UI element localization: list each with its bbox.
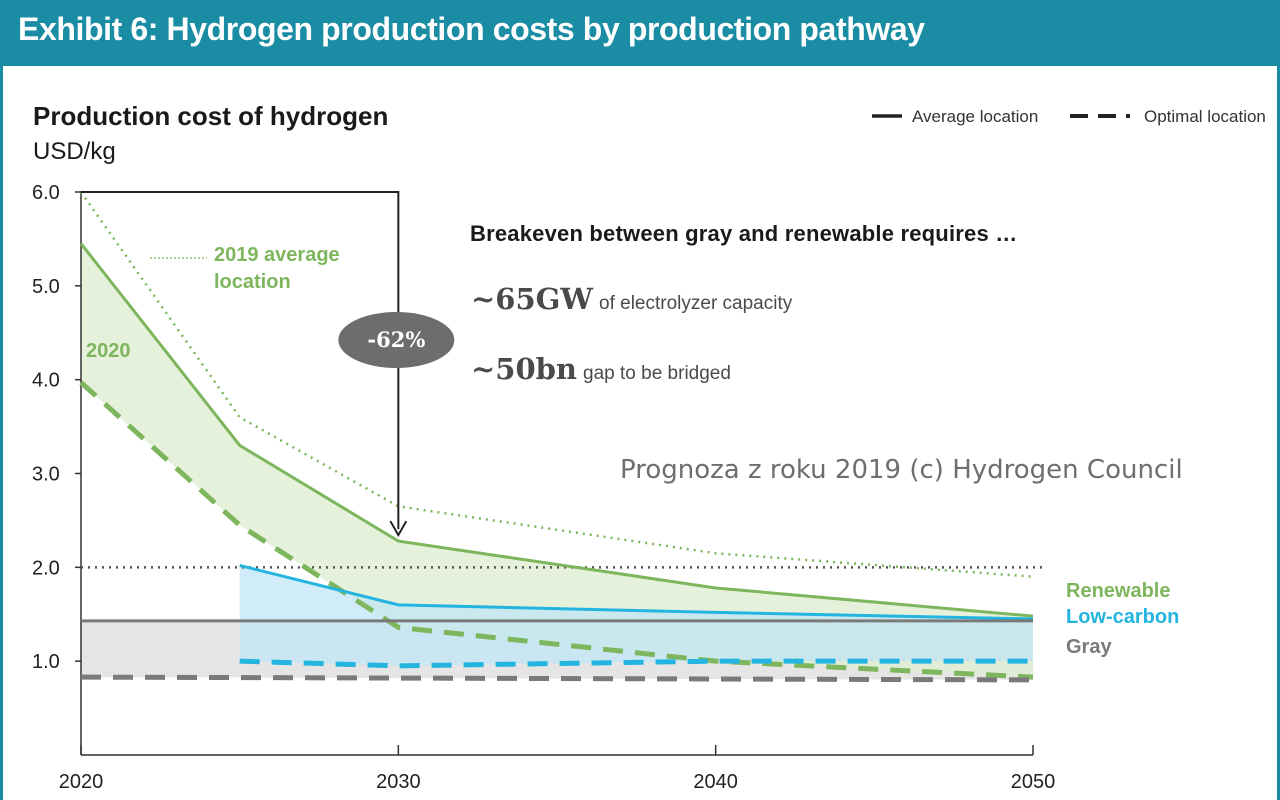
frame-border-left [0, 66, 3, 800]
tick-labels: 6.0 5.0 4.0 3.0 2.0 1.0 2020 2030 2040 2050 [32, 182, 1055, 793]
exhibit-title: Exhibit 6: Hydrogen production costs by … [18, 11, 925, 47]
chart-unit-label: USD/kg [33, 138, 116, 165]
y-tick-label: 2.0 [32, 557, 60, 579]
capacity-value: ~65GW [471, 282, 593, 316]
series-line-forecast-2019 [79, 191, 1034, 578]
legend-average-label: Average location [912, 107, 1038, 126]
forecast-label-line1: 2019 average [214, 244, 340, 266]
y-tick-label: 3.0 [32, 464, 60, 486]
reduction-arrowhead [389, 520, 408, 538]
y-tick-label: 6.0 [32, 182, 60, 204]
annotations: 2019 average location 2020 [86, 244, 340, 362]
reduction-arrow-line [81, 191, 400, 530]
breakeven-item-capacity: ~65GW of electrolyzer capacity [471, 282, 792, 316]
forecast-label-line2: location [214, 271, 291, 293]
series-label-gray: Gray [1066, 636, 1112, 658]
breakeven-item-gap: ~50bn gap to be bridged [471, 352, 731, 386]
year-2020-label: 2020 [86, 340, 131, 362]
series-label-low-carbon: Low-carbon [1066, 606, 1180, 628]
exhibit-banner: Exhibit 6: Hydrogen production costs by … [0, 0, 1280, 66]
y-tick-label: 4.0 [32, 370, 60, 392]
capacity-text: of electrolyzer capacity [599, 293, 793, 314]
series-lines [79, 191, 1034, 683]
x-tick-label: 2040 [693, 771, 738, 793]
series-line-low-carbon-average [239, 564, 1034, 621]
reduction-arrow: -62% [81, 191, 455, 538]
series-line-renewable-average [79, 242, 1034, 618]
reduction-bubble [338, 312, 455, 368]
gap-value: ~50bn [471, 352, 578, 386]
series-line-renewable-optimal [79, 380, 1034, 680]
gap-text: gap to be bridged [583, 363, 731, 384]
y-tick-label: 5.0 [32, 276, 60, 298]
breakeven-headline: Breakeven between gray and renewable req… [470, 221, 1018, 246]
series-line-low-carbon-optimal [239, 658, 1033, 669]
frame-border-right [1277, 66, 1280, 800]
x-tick-label: 2030 [376, 771, 421, 793]
y-tick-label: 1.0 [32, 651, 60, 673]
watermark-note: Prognoza z roku 2019 (c) Hydrogen Counci… [620, 455, 1183, 485]
x-tick-label: 2020 [59, 771, 104, 793]
renewable-band [81, 243, 1033, 678]
series-label-renewable: Renewable [1066, 580, 1171, 602]
legend-optimal-label: Optimal location [1144, 107, 1266, 126]
chart-legend: Average location Optimal location [872, 107, 1266, 126]
x-tick-label: 2050 [1011, 771, 1056, 793]
reduction-label: -62% [367, 327, 425, 352]
chart-title: Production cost of hydrogen [33, 101, 389, 131]
low-carbon-band [239, 565, 1033, 666]
